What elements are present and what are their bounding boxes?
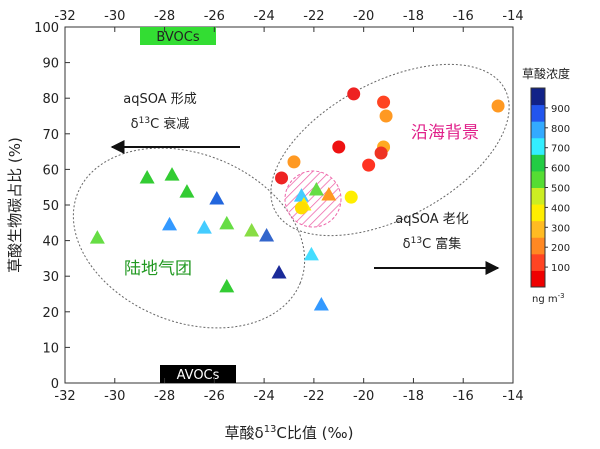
x-tick-label-top: -32 [54, 9, 75, 24]
y-tick-label: 50 [42, 199, 59, 214]
y-tick-label: 80 [42, 92, 59, 107]
x-tick-label: -16 [453, 389, 474, 404]
data-point [259, 227, 275, 242]
data-point [244, 222, 260, 237]
data-point [209, 190, 225, 205]
data-point [219, 278, 235, 293]
data-point [332, 140, 346, 154]
colorbar-band [531, 237, 545, 255]
x-tick-label: -14 [502, 389, 523, 404]
data-point [377, 95, 391, 109]
data-point [374, 146, 388, 160]
colorbar-tick-label: 500 [551, 184, 570, 195]
data-point [379, 109, 393, 123]
y-tick-label: 60 [42, 163, 59, 178]
y-tick-label: 0 [51, 377, 59, 392]
data-point [162, 216, 178, 231]
x-tick-label-top: -18 [403, 9, 424, 24]
y-axis-label: 草酸生物碳占比 (%) [6, 137, 24, 273]
x-tick-label: -26 [204, 389, 225, 404]
data-point [287, 155, 301, 169]
y-tick-label: 90 [42, 57, 59, 72]
colorbar-tick-label: 900 [551, 104, 570, 115]
annotation: BVOCs [156, 30, 199, 45]
x-tick-label-top: -26 [204, 9, 225, 24]
annotation: δ13C 富集 [403, 236, 462, 252]
colorbar-band [531, 253, 545, 271]
data-point [321, 187, 337, 201]
coastal-ellipse [270, 63, 510, 237]
colorbar-band [531, 121, 545, 139]
y-tick-label: 30 [42, 270, 59, 285]
y-tick-label: 70 [42, 128, 59, 143]
data-point [196, 220, 212, 234]
x-tick-label-top: -14 [502, 9, 523, 24]
data-point [179, 184, 195, 198]
annotation: 陆地气团 [124, 259, 192, 279]
y-tick-label: 100 [34, 21, 59, 36]
x-tick-label: -24 [253, 389, 274, 404]
data-point [139, 169, 155, 184]
colorbar-tick-label: 300 [551, 223, 570, 234]
colorbar-band [531, 270, 545, 288]
colorbar-band [531, 170, 545, 188]
y-tick-label: 20 [42, 306, 59, 321]
x-tick-label-top: -16 [453, 9, 474, 24]
colorbar-band [531, 220, 545, 238]
x-tick-label: -22 [303, 389, 324, 404]
colorbar-tick-label: 200 [551, 243, 570, 254]
annotation: aqSOA 形成 [123, 92, 197, 107]
colorbar-tick-label: 600 [551, 164, 570, 175]
colorbar-title: 草酸浓度 [522, 66, 570, 81]
x-tick-label: -32 [54, 389, 75, 404]
annotation: 沿海背景 [411, 123, 479, 143]
bvocs-box [140, 27, 216, 45]
data-point [303, 246, 319, 261]
annotation: aqSOA 老化 [395, 212, 469, 227]
x-tick-label: -18 [403, 389, 424, 404]
colorbar-band [531, 204, 545, 222]
colorbar-unit: ng m-3 [532, 292, 565, 305]
data-point [89, 230, 105, 244]
x-tick-label-top: -24 [253, 9, 274, 24]
data-point [313, 297, 329, 311]
data-point [275, 171, 289, 185]
colorbar-tick-label: 400 [551, 203, 570, 214]
annotation: δ13C 衰减 [131, 116, 190, 132]
colorbar-band [531, 88, 545, 106]
data-point [362, 158, 376, 172]
data-point [164, 167, 180, 181]
colorbar-tick-label: 100 [551, 263, 570, 274]
colorbar-band [531, 104, 545, 122]
avocs-box [160, 365, 236, 383]
colorbar-tick-label: 700 [551, 144, 570, 155]
x-tick-label-top: -28 [154, 9, 175, 24]
annotation: AVOCs [177, 368, 220, 383]
colorbar-band [531, 187, 545, 205]
colorbar-tick-label: 800 [551, 124, 570, 135]
data-point [308, 182, 324, 196]
x-tick-label: -28 [154, 389, 175, 404]
x-axis-label: 草酸δ13C比值 (‰) [225, 424, 354, 442]
y-tick-label: 10 [42, 341, 59, 356]
x-tick-label-top: -30 [104, 9, 125, 24]
y-tick-label: 40 [42, 235, 59, 250]
colorbar-band [531, 137, 545, 155]
data-point [347, 87, 361, 101]
colorbar-band [531, 154, 545, 172]
data-point [294, 201, 308, 215]
x-tick-label: -30 [104, 389, 125, 404]
data-point [344, 190, 358, 204]
data-point [293, 188, 309, 202]
x-tick-label-top: -22 [303, 9, 324, 24]
x-tick-label: -20 [353, 389, 374, 404]
data-point [491, 99, 505, 113]
data-point [271, 264, 287, 279]
x-tick-label-top: -20 [353, 9, 374, 24]
data-point [219, 215, 235, 230]
land-ellipse [72, 147, 306, 329]
